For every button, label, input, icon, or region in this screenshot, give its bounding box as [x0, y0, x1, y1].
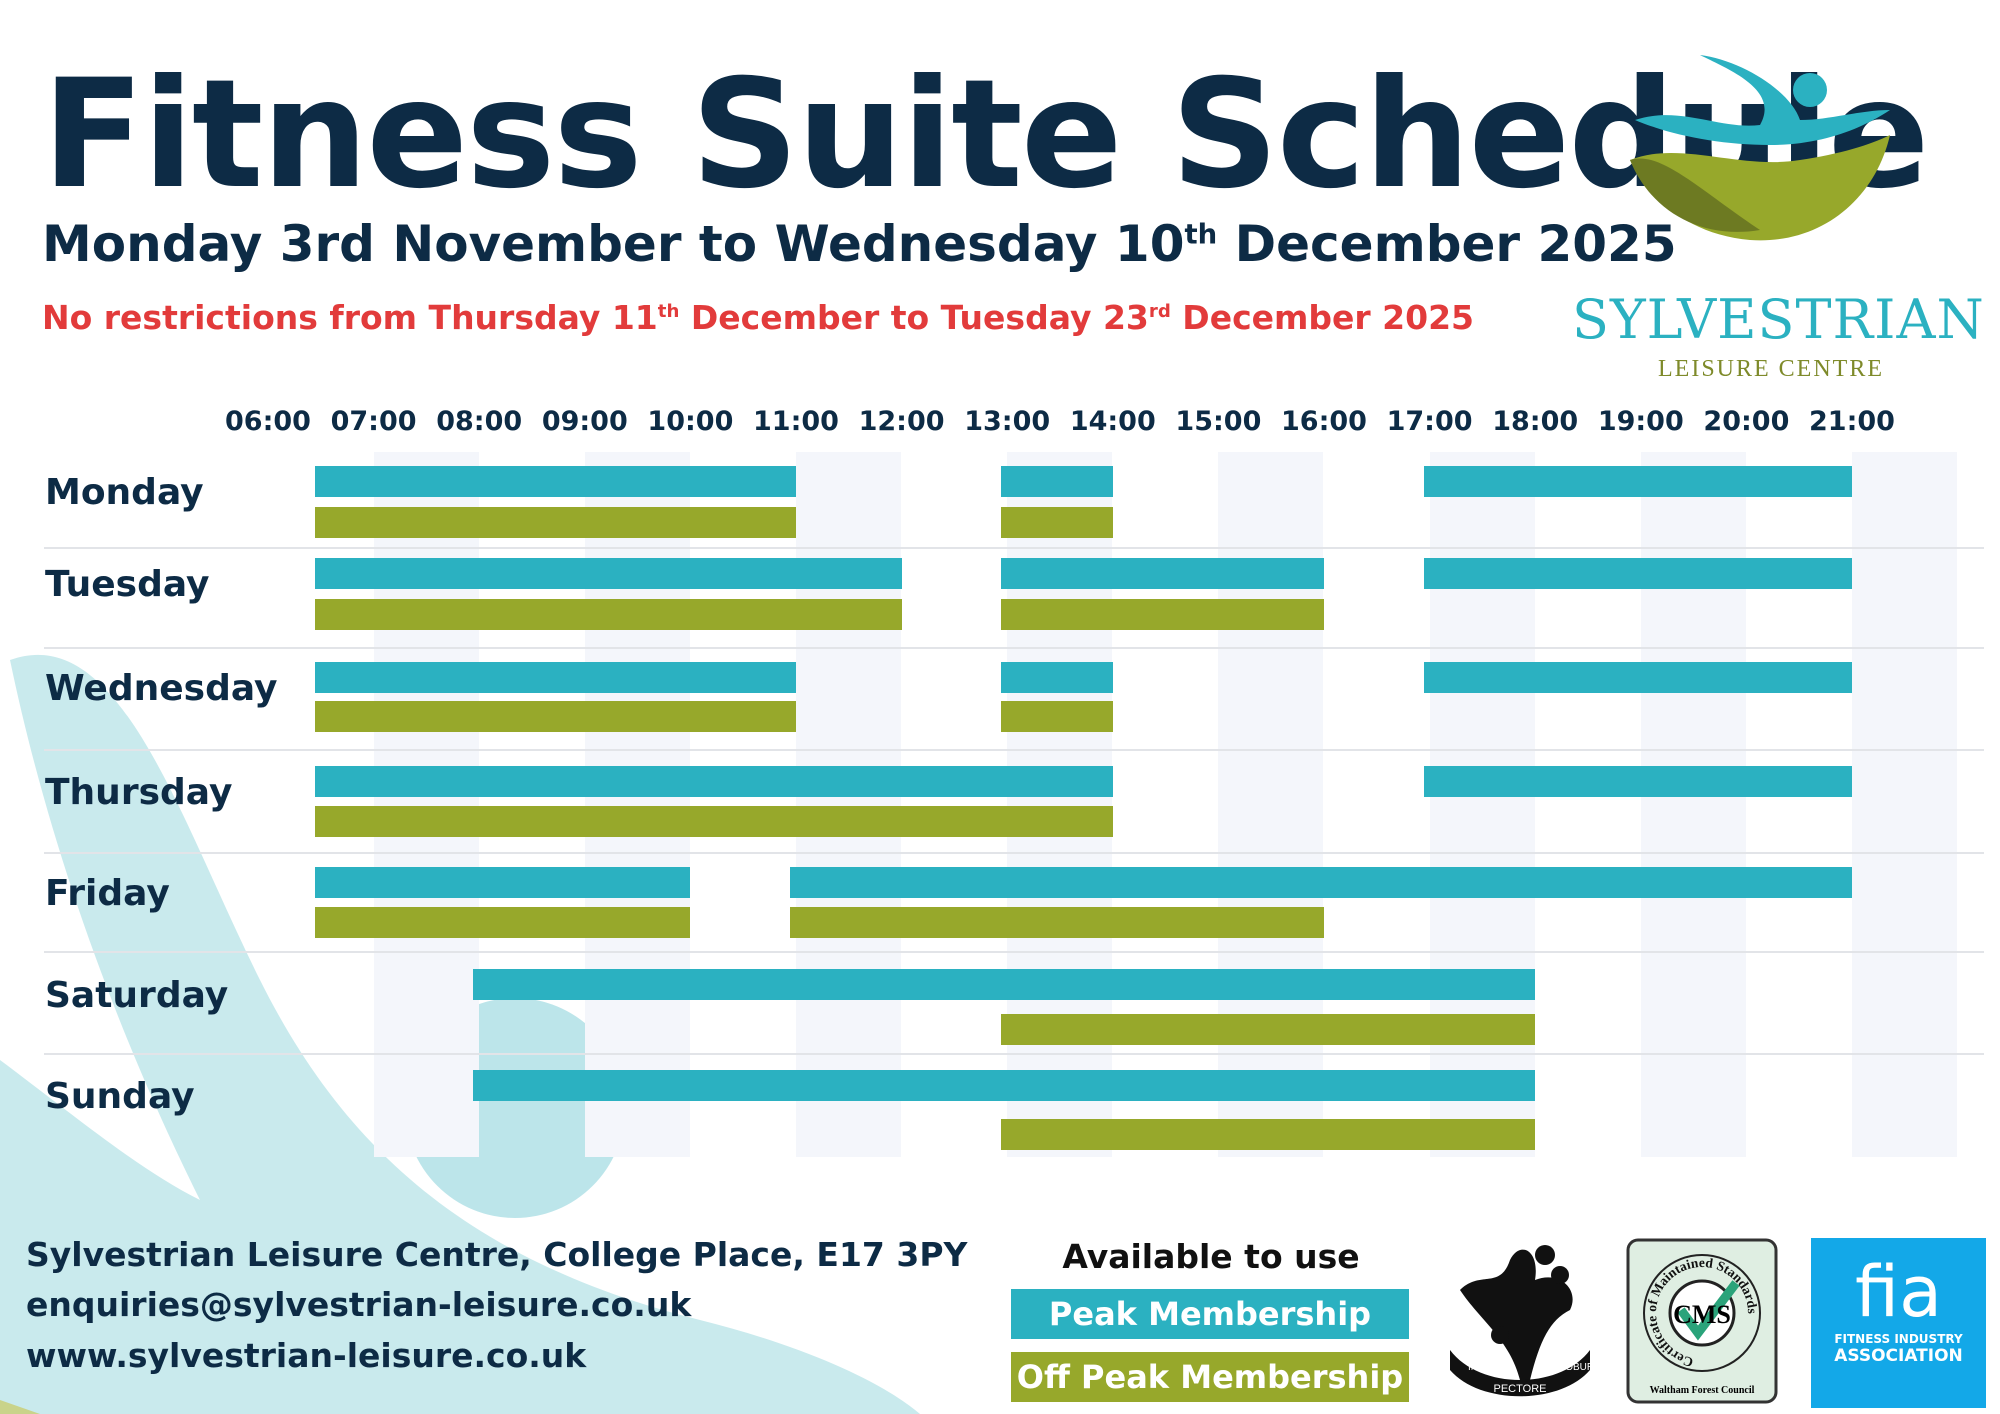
column-band: [1852, 452, 1957, 1157]
peak-bar: [1423, 766, 1852, 797]
restriction-notice: No restrictions from Thursday 11th Decem…: [42, 298, 1475, 337]
time-label: 12:00: [858, 406, 945, 437]
legend-title: Available to use: [1062, 1237, 1360, 1276]
svg-text:CMS: CMS: [1673, 1300, 1731, 1329]
row-divider: [44, 852, 1984, 854]
peak-bar: [1001, 558, 1324, 589]
peak-bar: [314, 867, 691, 898]
time-label: 08:00: [436, 406, 523, 437]
off-peak-bar: [314, 599, 902, 630]
time-label: 09:00: [541, 406, 628, 437]
peak-bar: [1001, 662, 1113, 693]
day-label: Saturday: [45, 975, 229, 1016]
time-label: 19:00: [1597, 406, 1684, 437]
peak-bar: [473, 1070, 1536, 1101]
oak-crest-icon: PECTORE IN ROBUR: [1450, 1245, 1594, 1397]
time-label: 16:00: [1281, 406, 1367, 437]
peak-bar: [1001, 466, 1113, 497]
peak-bar: [314, 766, 1113, 797]
row-divider: [44, 647, 1984, 649]
fia-logo: fia FITNESS INDUSTRY ASSOCIATION: [1811, 1238, 1986, 1408]
day-label: Friday: [45, 873, 170, 914]
email-link[interactable]: enquiries@sylvestrian-leisure.co.uk: [26, 1285, 692, 1324]
row-divider: [44, 547, 1984, 549]
off-peak-bar: [314, 806, 1113, 837]
time-label: 18:00: [1492, 406, 1579, 437]
sylvestrian-logo-icon: [1630, 55, 1890, 241]
time-label: 13:00: [964, 406, 1051, 437]
time-label: 17:00: [1386, 406, 1473, 437]
fia-line2: ASSOCIATION: [1834, 1346, 1963, 1366]
peak-bar: [314, 466, 796, 497]
time-label: 14:00: [1069, 406, 1156, 437]
row-divider: [44, 1053, 1984, 1055]
off-peak-bar: [1001, 507, 1113, 538]
peak-bar: [314, 558, 902, 589]
day-label: Sunday: [45, 1076, 195, 1117]
day-label: Monday: [45, 472, 204, 513]
address: Sylvestrian Leisure Centre, College Plac…: [26, 1235, 968, 1274]
page-title: Fitness Suite Schedule: [42, 48, 1930, 222]
time-label: 07:00: [330, 406, 417, 437]
peak-bar: [1423, 662, 1852, 693]
fia-wordmark: fia: [1855, 1251, 1942, 1333]
off-peak-bar: [314, 701, 796, 732]
peak-bar: [1423, 558, 1852, 589]
day-label: Wednesday: [45, 668, 278, 709]
off-peak-bar: [1001, 599, 1324, 630]
peak-bar: [1423, 466, 1852, 497]
time-label: 10:00: [647, 406, 734, 437]
off-peak-bar: [314, 507, 796, 538]
peak-bar: [790, 867, 1852, 898]
day-label: Thursday: [45, 772, 233, 813]
svg-text:Waltham Forest Council: Waltham Forest Council: [1650, 1385, 1755, 1396]
off-peak-bar: [1001, 1119, 1536, 1150]
time-label: 11:00: [753, 406, 839, 437]
off-peak-bar: [1001, 1014, 1536, 1045]
svg-text:IN: IN: [1468, 1362, 1478, 1373]
time-label: 06:00: [225, 406, 311, 437]
row-divider: [44, 749, 1984, 751]
peak-bar: [314, 662, 796, 693]
svg-text:PECTORE: PECTORE: [1494, 1383, 1547, 1395]
legend-off-peak: Off Peak Membership: [1011, 1352, 1409, 1402]
fia-line1: FITNESS INDUSTRY: [1834, 1332, 1963, 1346]
off-peak-bar: [790, 907, 1324, 938]
date-range: Monday 3rd November to Wednesday 10th De…: [42, 215, 1677, 273]
row-divider: [44, 951, 1984, 953]
peak-bar: [473, 969, 1536, 1000]
off-peak-bar: [1001, 701, 1113, 732]
time-label: 21:00: [1809, 406, 1895, 437]
day-label: Tuesday: [45, 564, 210, 605]
svg-text:ROBUR: ROBUR: [1558, 1362, 1594, 1373]
cms-certificate-icon: Certificate of Maintained Standards CMS …: [1626, 1238, 1778, 1404]
time-label: 20:00: [1703, 406, 1790, 437]
legend-peak: Peak Membership: [1011, 1289, 1409, 1339]
brand-name: SYLVESTRIAN: [1572, 288, 1985, 351]
time-label: 15:00: [1175, 406, 1262, 437]
website-link[interactable]: www.sylvestrian-leisure.co.uk: [26, 1336, 587, 1375]
off-peak-bar: [314, 907, 691, 938]
brand-tagline: LEISURE CENTRE: [1658, 356, 1884, 382]
